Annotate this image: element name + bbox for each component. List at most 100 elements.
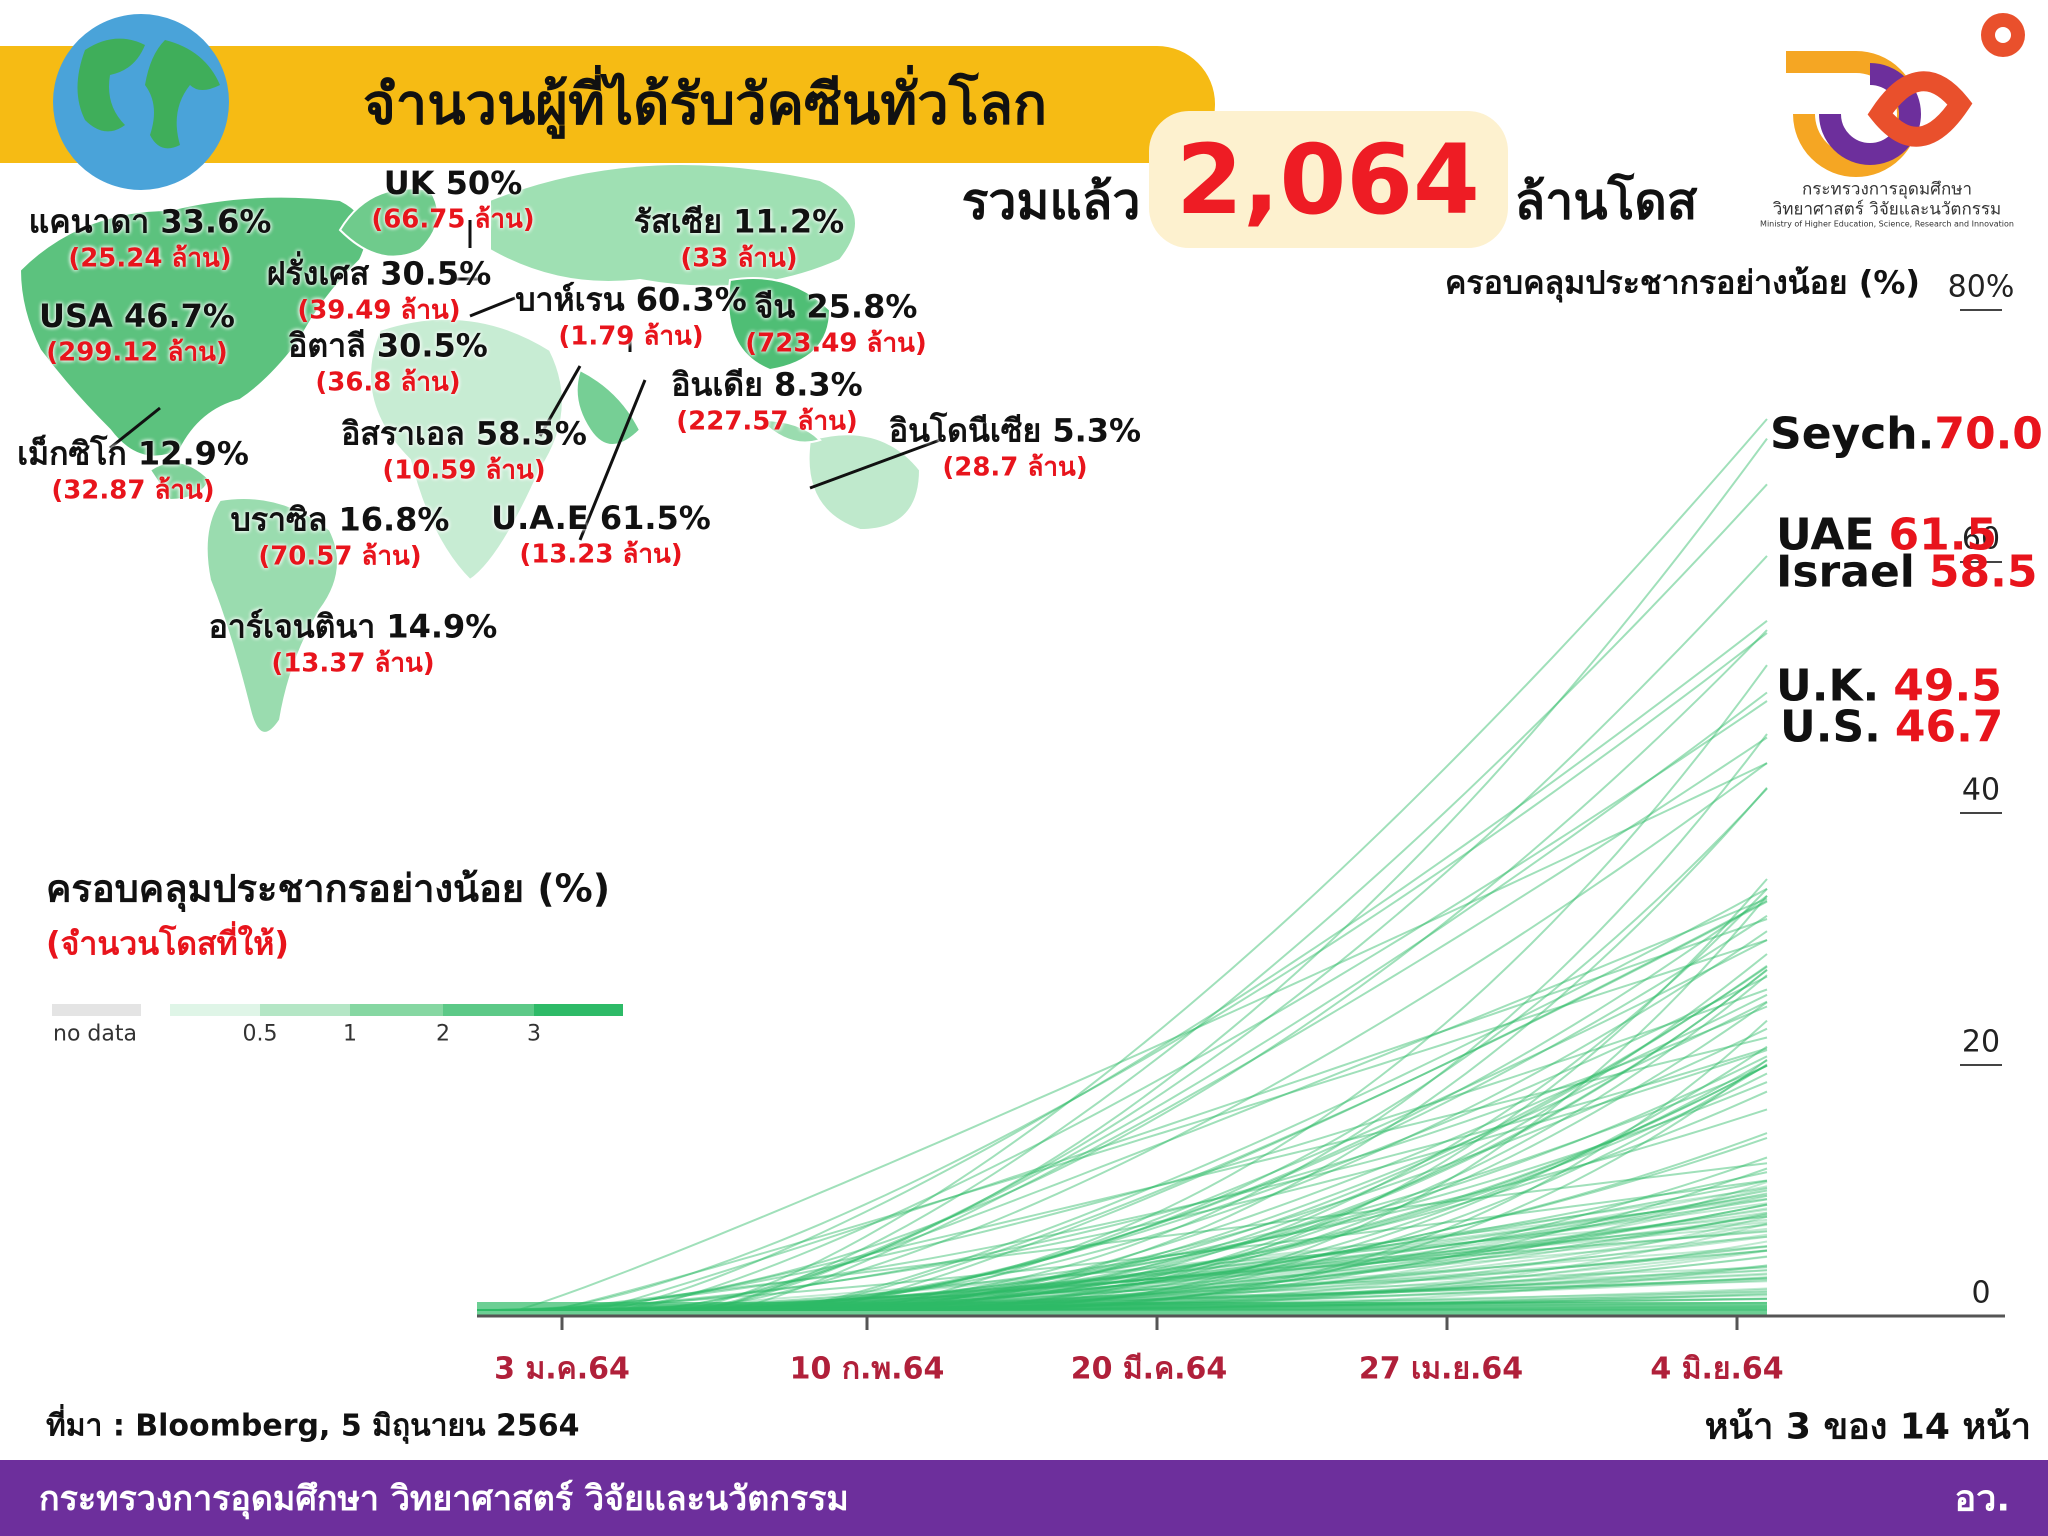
country-label: ฝรั่งเศส 30.5% — [266, 254, 492, 293]
legend-label: 1 — [343, 1021, 357, 1047]
legend-title: ครอบคลุมประชากรอย่างน้อย (%) — [46, 866, 611, 911]
country-label: UK 50% — [383, 164, 523, 202]
country-label: อินโดนีเซีย 5.3% — [888, 411, 1142, 450]
chart-line — [477, 1179, 1768, 1311]
chart-line — [477, 918, 1768, 1311]
legend-scale — [52, 1004, 623, 1016]
legend-label: no data — [53, 1021, 137, 1047]
y-tick-label: 0 — [1971, 1275, 1991, 1311]
total-suffix: ล้านโดส — [1514, 172, 1698, 231]
highlight: U.K. 49.5 — [1776, 661, 2002, 712]
y-tick-label: 20 — [1961, 1024, 2001, 1060]
x-tick-label: 20 มี.ค.64 — [1070, 1351, 1228, 1387]
chart-line — [477, 700, 1768, 1311]
country-doses: (227.57 ล้าน) — [676, 406, 858, 437]
chart-title: ครอบคลุมประชากรอย่างน้อย (%) — [1444, 263, 1920, 302]
legend-label: 3 — [527, 1021, 541, 1047]
y-tick-label: 60 — [1961, 521, 2001, 557]
highlight-value: 61.5 — [1888, 509, 1998, 561]
highlight-name: U.S. — [1780, 701, 1881, 753]
total-value: 2,064 — [1176, 124, 1480, 236]
country-doses: (70.57 ล้าน) — [258, 541, 422, 572]
country-doses: (25.24 ล้าน) — [68, 243, 232, 274]
chart-lines — [476, 418, 1768, 1316]
chart-line — [477, 632, 1768, 1311]
country-label: บาห์เรน 60.3% — [515, 280, 747, 319]
x-tick-label: 10 ก.พ.64 — [789, 1351, 945, 1387]
country-doses: (299.12 ล้าน) — [46, 337, 228, 368]
country-doses: (1.79 ล้าน) — [558, 321, 704, 352]
logo-text: กระทรวงการอุดมศึกษา — [1802, 179, 1972, 200]
highlight: Seych.70.0 — [1770, 409, 2043, 460]
country-doses: (39.49 ล้าน) — [297, 295, 461, 326]
logo-text: Ministry of Higher Education, Science, R… — [1760, 219, 2014, 229]
chart-line — [477, 620, 1768, 1311]
country-doses: (32.87 ล้าน) — [51, 475, 215, 506]
legend-label: 0.5 — [242, 1021, 278, 1047]
chart-line — [477, 1036, 1768, 1311]
highlight: U.S. 46.7 — [1780, 702, 2003, 753]
y-tick-label: 40 — [1961, 772, 2001, 808]
y-tick-marks — [1960, 309, 2002, 1066]
chart-line — [477, 762, 1768, 1311]
country-label: แคนาดา 33.6% — [28, 202, 272, 241]
globe-icon — [53, 14, 229, 190]
map-arrows — [109, 220, 941, 541]
x-tick-label: 27 เม.ย.64 — [1358, 1351, 1524, 1387]
footer-bar — [0, 1460, 2048, 1536]
y-tick-label: 80% — [1947, 269, 2015, 305]
country-label: อาร์เจนตินา 14.9% — [208, 607, 498, 646]
country-label: อิตาลี 30.5% — [288, 326, 488, 365]
country-label: รัสเซีย 11.2% — [633, 202, 845, 241]
highlight-value: 70.0 — [1934, 408, 2043, 460]
highlight-value: 58.5 — [1928, 546, 2038, 598]
country-doses: (13.37 ล้าน) — [271, 648, 435, 679]
x-tick-marks — [560, 1316, 1739, 1330]
legend-subtitle: (จำนวนโดสที่ให้) — [46, 924, 289, 963]
world-map — [18, 163, 922, 734]
chart-line — [477, 988, 1768, 1311]
country-doses: (10.59 ล้าน) — [382, 455, 546, 486]
page-number: หน้า 3 ของ 14 หน้า — [1704, 1406, 2031, 1448]
highlight-name: UAE — [1776, 509, 1875, 561]
country-doses: (723.49 ล้าน) — [745, 328, 927, 359]
x-tick-label: 3 ม.ค.64 — [494, 1351, 630, 1387]
logo-text: วิทยาศาสตร์ วิจัยและนวัตกรรม — [1772, 199, 2002, 220]
country-label: U.A.E 61.5% — [491, 499, 711, 537]
country-label: อินเดีย 8.3% — [671, 365, 863, 404]
ministry-name: กระทรวงการอุดมศึกษา วิทยาศาสตร์ วิจัยและ… — [39, 1479, 849, 1519]
chart-line — [477, 939, 1768, 1311]
country-doses: (33 ล้าน) — [680, 243, 798, 274]
chart-line — [477, 629, 1768, 1311]
country-doses: (28.7 ล้าน) — [942, 452, 1088, 483]
highlight: Israel 58.5 — [1776, 547, 2037, 598]
highlight-name: Israel — [1776, 546, 1915, 598]
highlight-name: Seych. — [1770, 408, 1935, 460]
title: จำนวนผู้ที่ได้รับวัคซีนทั่วโลก — [362, 72, 1048, 138]
chart-line — [477, 1049, 1768, 1311]
chart-line — [477, 1162, 1768, 1311]
chart-base — [477, 1302, 1767, 1316]
country-label: จีน 25.8% — [754, 287, 918, 326]
highlight-value: 46.7 — [1894, 701, 2004, 753]
country-doses: (36.8 ล้าน) — [315, 367, 461, 398]
country-doses: (13.23 ล้าน) — [519, 539, 683, 570]
country-label: อิสราเอล 58.5% — [341, 414, 587, 453]
country-label: USA 46.7% — [39, 297, 235, 335]
ministry-abbr: อว. — [1954, 1478, 2010, 1520]
highlight-name: U.K. — [1776, 660, 1880, 712]
country-label: เม็กซิโก 12.9% — [17, 434, 249, 473]
chart-line — [477, 1005, 1768, 1311]
total-box — [1149, 111, 1508, 248]
highlight: UAE 61.5 — [1776, 510, 1997, 561]
ministry-logo — [1786, 13, 2025, 177]
highlight-value: 49.5 — [1893, 660, 2002, 712]
country-label: บราซิล 16.8% — [230, 500, 450, 539]
x-tick-label: 4 มิ.ย.64 — [1650, 1351, 1784, 1387]
legend-label: 2 — [436, 1021, 450, 1047]
source: ที่มา : Bloomberg, 5 มิถุนายน 2564 — [46, 1408, 580, 1444]
country-doses: (66.75 ล้าน) — [371, 204, 535, 235]
chart-line — [477, 1047, 1768, 1311]
